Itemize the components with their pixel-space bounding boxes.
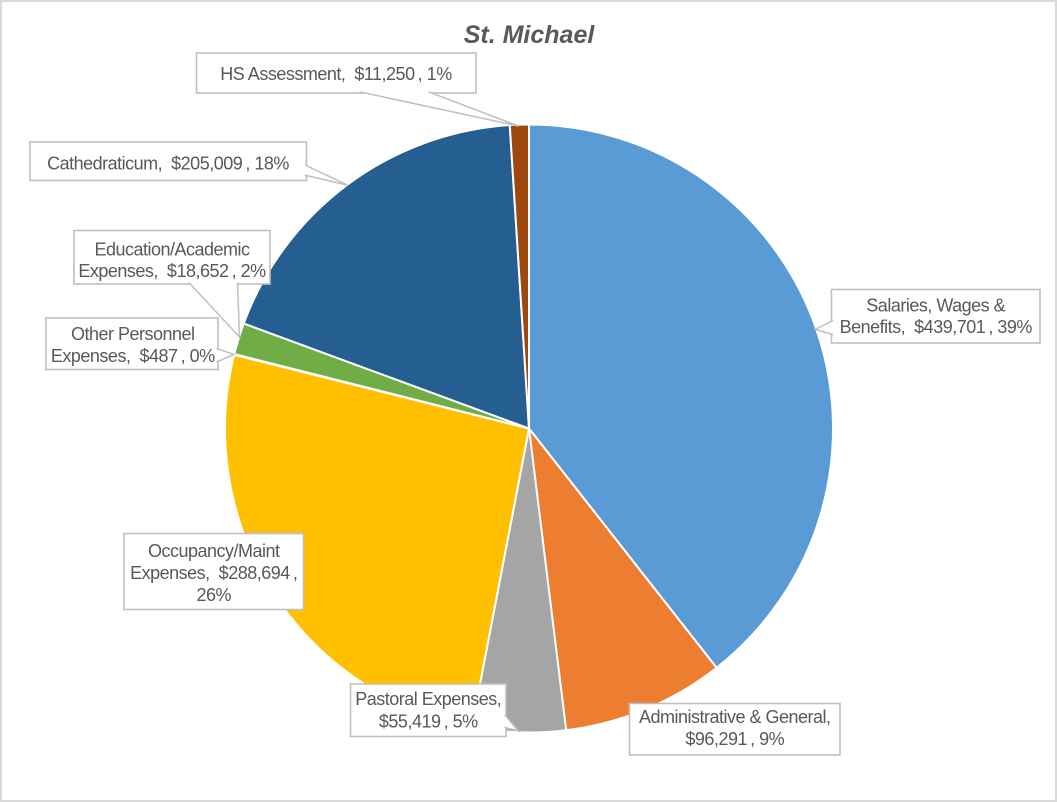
svg-text:Expenses, $487 , 0%: Expenses, $487 , 0% — [51, 346, 215, 366]
svg-text:Education/Academic: Education/Academic — [94, 240, 250, 260]
svg-text:Expenses, $288,694 ,: Expenses, $288,694 , — [130, 563, 297, 583]
svg-text:St. Michael: St. Michael — [464, 21, 596, 49]
svg-text:$55,419 , 5%: $55,419 , 5% — [379, 712, 478, 732]
svg-text:Salaries, Wages &: Salaries, Wages & — [866, 296, 1005, 316]
svg-text:Benefits, $439,701 , 39%: Benefits, $439,701 , 39% — [840, 317, 1033, 337]
svg-text:Occupancy/Maint: Occupancy/Maint — [148, 541, 280, 561]
svg-text:Administrative & General,: Administrative & General, — [639, 707, 831, 727]
svg-text:HS Assessment, $11,250 , 1%: HS Assessment, $11,250 , 1% — [220, 64, 452, 84]
svg-text:Other Personnel: Other Personnel — [71, 324, 195, 344]
svg-text:Cathedraticum, $205,009 , 18%: Cathedraticum, $205,009 , 18% — [47, 154, 289, 174]
svg-text:26%: 26% — [196, 585, 231, 605]
svg-text:$96,291 , 9%: $96,291 , 9% — [685, 729, 784, 749]
svg-text:Expenses, $18,652 , 2%: Expenses, $18,652 , 2% — [78, 261, 266, 281]
svg-text:Pastoral Expenses,: Pastoral Expenses, — [355, 689, 501, 709]
